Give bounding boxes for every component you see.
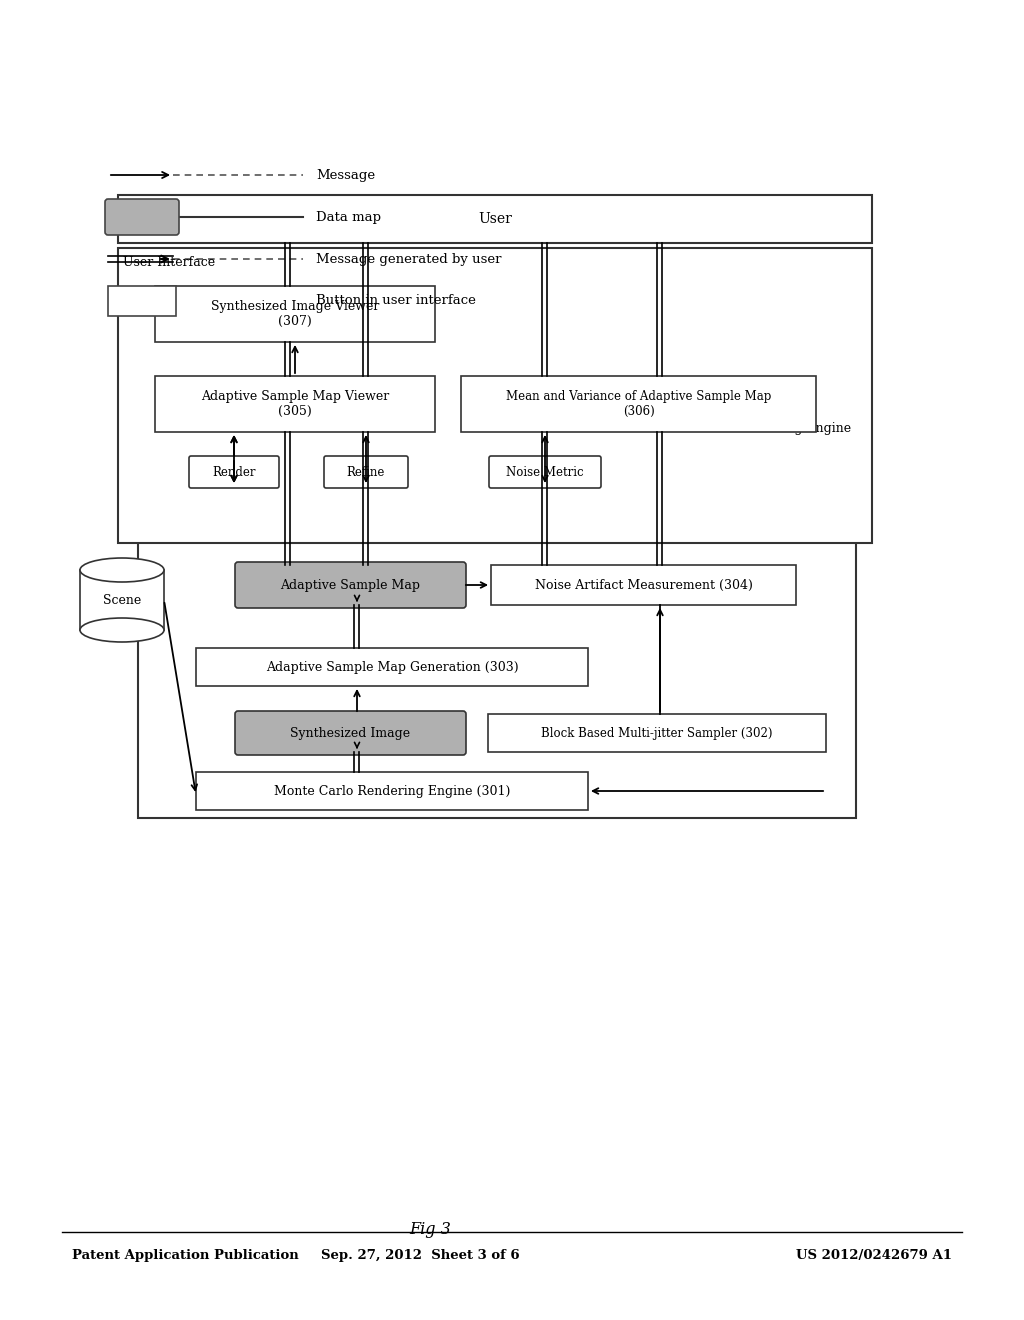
Text: Adaptive Sample Map: Adaptive Sample Map [281,578,421,591]
Text: Message: Message [316,169,375,181]
Text: Button in user interface: Button in user interface [316,294,476,308]
Text: Synthesized Image: Synthesized Image [291,726,411,739]
Bar [461,376,816,432]
FancyBboxPatch shape [105,199,179,235]
Text: Fig 3: Fig 3 [410,1221,451,1238]
FancyBboxPatch shape [324,455,408,488]
Text: Refine: Refine [347,466,385,479]
Bar [118,195,872,243]
Text: US 2012/0242679 A1: US 2012/0242679 A1 [796,1249,952,1262]
Text: Monte Carlo Rendering Engine (301): Monte Carlo Rendering Engine (301) [273,784,510,797]
FancyBboxPatch shape [189,455,279,488]
Text: Patent Application Publication: Patent Application Publication [72,1249,299,1262]
FancyBboxPatch shape [234,562,466,609]
Text: Synthesized Image Viewer
(307): Synthesized Image Viewer (307) [211,300,379,327]
Bar [196,648,588,686]
Text: Rendering Engine: Rendering Engine [736,422,851,436]
Bar [118,248,872,543]
FancyBboxPatch shape [234,711,466,755]
Text: Adaptive Sample Map Viewer
(305): Adaptive Sample Map Viewer (305) [201,389,389,418]
Bar [108,286,176,315]
Text: Adaptive Sample Map Generation (303): Adaptive Sample Map Generation (303) [265,660,518,673]
Bar [80,570,164,630]
Text: Render: Render [212,466,256,479]
Ellipse shape [80,558,164,582]
Bar [138,430,856,818]
Text: Noise Metric: Noise Metric [506,466,584,479]
Text: User Interface: User Interface [123,256,215,269]
Bar [490,565,796,605]
Text: Mean and Variance of Adaptive Sample Map
(306): Mean and Variance of Adaptive Sample Map… [506,389,771,418]
Text: User: User [478,213,512,226]
Bar [196,772,588,810]
Text: Noise Artifact Measurement (304): Noise Artifact Measurement (304) [535,578,753,591]
Bar [488,714,826,752]
Text: Scene: Scene [102,594,141,606]
Bar [155,286,435,342]
Text: Data map: Data map [316,210,381,223]
Text: Message generated by user: Message generated by user [316,252,502,265]
Ellipse shape [80,618,164,642]
Bar [155,376,435,432]
Text: Sep. 27, 2012  Sheet 3 of 6: Sep. 27, 2012 Sheet 3 of 6 [321,1249,519,1262]
FancyBboxPatch shape [489,455,601,488]
Text: Block Based Multi-jitter Sampler (302): Block Based Multi-jitter Sampler (302) [542,726,773,739]
